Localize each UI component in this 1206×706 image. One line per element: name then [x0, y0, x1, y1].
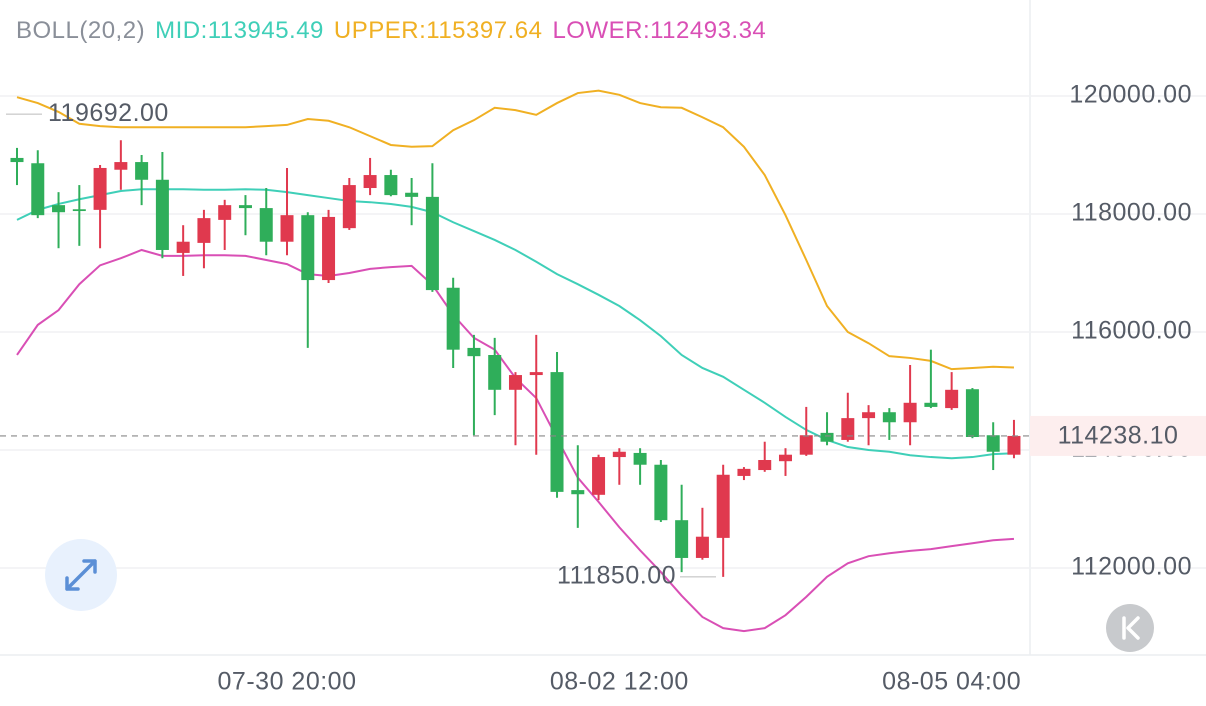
candle-body: [571, 490, 585, 495]
candle-body: [903, 402, 917, 423]
candle-body: [31, 163, 45, 216]
candle-body: [10, 157, 24, 163]
legend-entry: LOWER:112493.34: [552, 17, 766, 44]
candle-body: [155, 179, 169, 250]
min-marker-label: 111850.00: [557, 561, 676, 589]
indicator-name: BOLL(20,2): [16, 17, 145, 44]
expand-button[interactable]: [45, 539, 117, 611]
last-price-bg: [1030, 415, 1206, 456]
candle-body: [924, 402, 938, 407]
x-tick-label: 08-05 04:00: [882, 668, 1021, 696]
candle-body: [446, 287, 460, 350]
y-tick-label: 118000.00: [1071, 199, 1192, 227]
candle-body: [799, 435, 813, 455]
last-price-label: 114238.10: [1058, 422, 1179, 450]
legend-entry: UPPER:115397.64: [334, 17, 543, 44]
candle-body: [633, 452, 647, 465]
back-button[interactable]: [1106, 604, 1154, 652]
candle-body: [529, 372, 543, 376]
grid: [0, 95, 1206, 569]
candle-body: [758, 460, 772, 471]
candle-body: [238, 205, 252, 209]
candle-body: [176, 241, 190, 253]
y-tick-label: 116000.00: [1071, 317, 1192, 345]
bands: [16, 89, 1015, 633]
candle-body: [342, 185, 356, 229]
candle-body: [965, 389, 979, 438]
back-icon[interactable]: [1122, 616, 1140, 640]
candle-body: [841, 418, 855, 440]
overlay: 112000.00114000.00116000.00118000.001200…: [0, 81, 1206, 696]
y-tick-label: 120000.00: [1069, 81, 1192, 109]
legend-entry: MID:113945.49: [155, 17, 324, 44]
candle-body: [612, 451, 626, 458]
candle-body: [72, 209, 86, 212]
candle-body: [114, 162, 128, 170]
candle-body: [467, 347, 481, 357]
candle-body: [654, 464, 668, 521]
y-tick-label: 112000.00: [1071, 553, 1192, 581]
band-line: [16, 89, 1014, 371]
candle-body: [695, 536, 709, 558]
candle-body: [135, 162, 149, 180]
candle-body: [280, 215, 294, 242]
candles: [10, 140, 1021, 577]
candle-body: [592, 457, 606, 495]
candle-body: [820, 432, 834, 442]
x-tick-label: 07-30 20:00: [218, 668, 357, 696]
indicator-header: BOLL(20,2) MID:113945.49 UPPER:115397.64 LO…: [16, 17, 766, 44]
candle-body: [550, 372, 564, 492]
max-marker-label: 119692.00: [48, 99, 169, 127]
candle-body: [508, 375, 522, 390]
expand-icon[interactable]: [65, 559, 97, 591]
candle-body: [322, 216, 336, 281]
candle-body: [259, 208, 273, 242]
candle-body: [197, 218, 211, 243]
candle-body: [882, 412, 896, 423]
band-line: [16, 188, 1015, 460]
candle-body: [675, 520, 689, 558]
x-tick-label: 08-02 12:00: [550, 668, 689, 696]
candle-body: [384, 175, 398, 196]
candle-body: [945, 389, 959, 409]
candle-body: [737, 468, 751, 476]
candle-body: [93, 167, 107, 210]
candle-body: [778, 454, 792, 462]
candle-body: [986, 435, 1000, 452]
candle-body: [425, 196, 439, 291]
candle-body: [363, 175, 377, 189]
candle-body: [716, 474, 730, 538]
candle-body: [1007, 435, 1021, 455]
candle-body: [405, 192, 419, 197]
candle-body: [862, 412, 876, 419]
candle-body: [52, 205, 66, 213]
candle-body: [218, 205, 232, 220]
candle-body: [488, 354, 502, 390]
candle-body: [301, 215, 315, 281]
